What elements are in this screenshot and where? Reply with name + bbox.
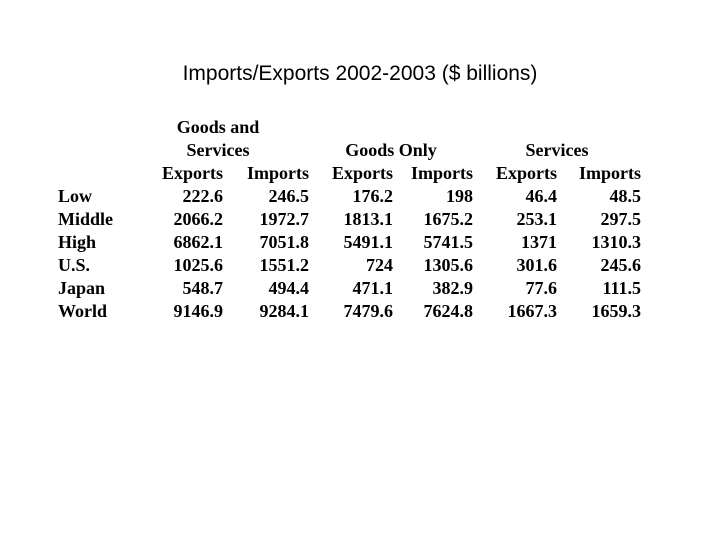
table-cell: 301.6 [516, 255, 558, 275]
table-row: Low 222.6 246.5 176.2 198 46.4 48.5 [58, 185, 641, 208]
sub-header-imports: Imports [411, 163, 474, 183]
table-row: High 6862.1 7051.8 5491.1 5741.5 1371 13… [58, 231, 641, 254]
sub-header-imports: Imports [247, 163, 310, 183]
table-cell: 6862.1 [173, 232, 224, 252]
table-cell: 1675.2 [423, 209, 474, 229]
trade-table-container: Goods and Services Goods Only Services E… [58, 116, 641, 323]
row-label: World [58, 301, 108, 321]
row-label: High [58, 232, 97, 252]
row-label: U.S. [58, 255, 91, 275]
table-cell: 494.4 [268, 278, 310, 298]
table-cell: 48.5 [609, 186, 642, 206]
group-header-goods-services-line2: Services [186, 140, 250, 160]
table-cell: 471.1 [352, 278, 394, 298]
table-cell: 246.5 [268, 186, 310, 206]
table-cell: 1659.3 [591, 301, 642, 321]
table-cell: 253.1 [516, 209, 558, 229]
table-cell: 724 [366, 255, 394, 275]
table-cell: 1025.6 [173, 255, 224, 275]
table-cell: 7051.8 [259, 232, 310, 252]
table-cell: 5741.5 [423, 232, 474, 252]
table-cell: 111.5 [602, 278, 642, 298]
table-cell: 245.6 [600, 255, 642, 275]
group-header-row-1: Goods and [58, 116, 641, 139]
table-cell: 9284.1 [259, 301, 310, 321]
table-cell: 1667.3 [507, 301, 558, 321]
group-header-services-line2: Services [525, 140, 589, 160]
row-label: Low [58, 186, 93, 206]
group-header-goods-only-line1 [309, 116, 473, 139]
trade-table: Goods and Services Goods Only Services E… [58, 116, 641, 323]
table-cell: 548.7 [182, 278, 224, 298]
table-cell: 382.9 [432, 278, 474, 298]
table-cell: 1972.7 [259, 209, 310, 229]
page-title: Imports/Exports 2002-2003 ($ billions) [182, 62, 538, 85]
table-cell: 9146.9 [173, 301, 224, 321]
group-header-services-line1 [473, 116, 641, 139]
table-cell: 1310.3 [591, 232, 642, 252]
table-cell: 77.6 [525, 278, 558, 298]
table-cell: 1371 [521, 232, 558, 252]
table-row: Middle 2066.2 1972.7 1813.1 1675.2 253.1… [58, 208, 641, 231]
table-cell: 1551.2 [259, 255, 310, 275]
table-cell: 1305.6 [423, 255, 474, 275]
group-header-row-2: Services Goods Only Services [58, 139, 641, 162]
table-cell: 176.2 [352, 186, 394, 206]
row-label: Middle [58, 209, 114, 229]
table-cell: 7624.8 [423, 301, 474, 321]
table-cell: 46.4 [525, 186, 558, 206]
sub-header-exports: Exports [496, 163, 558, 183]
table-row: World 9146.9 9284.1 7479.6 7624.8 1667.3… [58, 300, 641, 323]
group-header-goods-services-line1: Goods and [176, 117, 260, 137]
table-row: Japan 548.7 494.4 471.1 382.9 77.6 111.5 [58, 277, 641, 300]
table-cell: 5491.1 [343, 232, 394, 252]
sub-header-row: Exports Imports Exports Imports Exports … [58, 162, 641, 185]
sub-header-imports: Imports [579, 163, 642, 183]
table-cell: 2066.2 [173, 209, 224, 229]
table-row: U.S. 1025.6 1551.2 724 1305.6 301.6 245.… [58, 254, 641, 277]
table-cell: 297.5 [600, 209, 642, 229]
table-cell: 198 [446, 186, 474, 206]
sub-header-exports: Exports [162, 163, 224, 183]
sub-header-exports: Exports [332, 163, 394, 183]
group-header-goods-only-line2: Goods Only [345, 140, 437, 160]
row-label: Japan [58, 278, 106, 298]
table-cell: 1813.1 [343, 209, 394, 229]
table-cell: 7479.6 [343, 301, 394, 321]
table-cell: 222.6 [182, 186, 224, 206]
